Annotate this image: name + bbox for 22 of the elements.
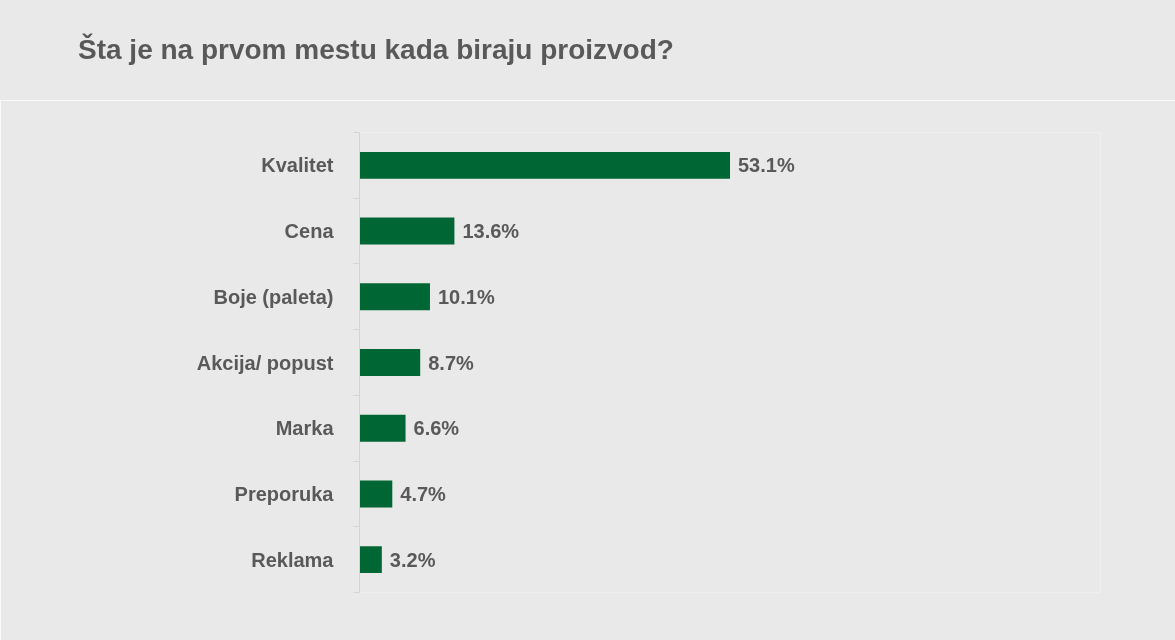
bar <box>359 217 455 245</box>
data-label: 53.1% <box>738 154 795 177</box>
y-tick-label: Boje (paleta) <box>213 285 334 308</box>
y-tick-label: Kvalitet <box>261 154 334 177</box>
data-label: 4.7% <box>400 482 447 505</box>
bar <box>359 151 730 179</box>
data-label: 6.6% <box>413 417 460 440</box>
y-tick-label: Akcija/ popust <box>196 351 334 374</box>
y-tick-label: Reklama <box>251 548 335 571</box>
bar <box>359 546 382 574</box>
y-tick-label: Preporuka <box>234 482 335 505</box>
y-tick-label: Cena <box>284 220 335 243</box>
data-label: 10.1% <box>437 285 495 308</box>
data-label: 13.6% <box>462 220 520 243</box>
chart-title: Šta je na prvom mestu kada biraju proizvod? <box>78 32 674 67</box>
bar <box>359 414 406 442</box>
bar <box>359 349 421 376</box>
y-tick-label: Marka <box>275 417 335 440</box>
bar <box>359 480 393 508</box>
bar <box>359 283 430 311</box>
data-label: 3.2% <box>389 548 436 571</box>
data-label: 8.7% <box>428 351 475 374</box>
